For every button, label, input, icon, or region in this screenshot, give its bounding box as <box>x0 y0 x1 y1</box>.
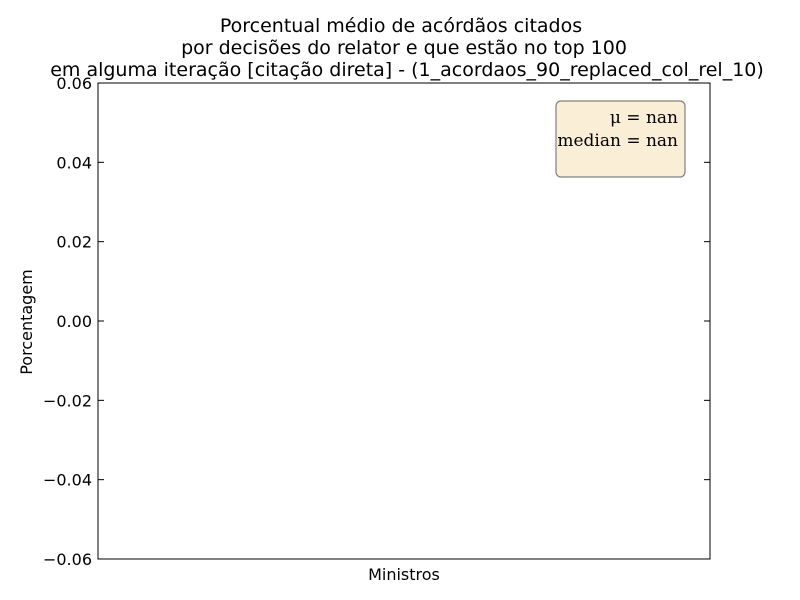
y-tick-label: −0.02 <box>43 391 92 410</box>
chart-title-line-3: em alguma iteração [citação direta] - (1… <box>50 59 764 81</box>
stats-mean-text: μ = nan <box>610 108 678 128</box>
stats-median-text: median = nan <box>557 131 678 151</box>
y-tick-label: 0.04 <box>56 153 92 172</box>
y-axis-label: Porcentagem <box>17 269 36 375</box>
x-axis-label: Ministros <box>368 565 440 584</box>
y-tick-label: −0.04 <box>43 471 92 490</box>
y-tick-label: 0.00 <box>56 312 92 331</box>
chart-title-line-2: por decisões do relator e que estão no t… <box>181 37 627 59</box>
chart-title-line-1: Porcentual médio de acórdãos citados <box>220 15 582 37</box>
y-tick-label: 0.02 <box>56 233 92 252</box>
y-tick-label: 0.06 <box>56 74 92 93</box>
stats-annotation: μ = nan median = nan <box>556 101 685 177</box>
y-tick-label: −0.06 <box>43 550 92 569</box>
y-axis-tick-labels: −0.06 −0.04 −0.02 0.00 0.02 0.04 0.06 <box>43 74 92 569</box>
